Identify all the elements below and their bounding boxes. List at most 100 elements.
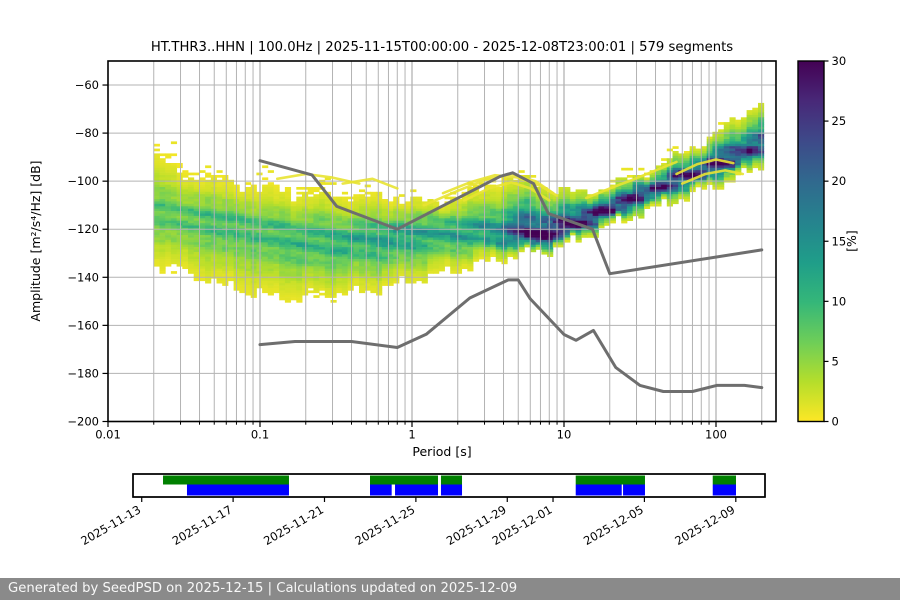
psd-cell	[387, 211, 394, 214]
psd-cell	[245, 237, 252, 241]
psd-cell	[341, 290, 349, 294]
psd-cell	[199, 189, 206, 193]
psd-cell	[558, 208, 565, 212]
psd-cell	[205, 165, 212, 169]
psd-cell	[330, 251, 337, 255]
psd-cell	[159, 182, 166, 185]
psd-cell	[216, 235, 223, 238]
psd-cell	[267, 170, 274, 173]
psd-cell	[632, 206, 639, 209]
psd-cell	[165, 218, 172, 221]
psd-cell	[182, 213, 189, 217]
psd-cell	[153, 199, 160, 202]
psd-cell	[467, 254, 474, 257]
psd-cell	[381, 266, 388, 269]
psd-cell	[450, 208, 457, 212]
psd-cell	[227, 242, 235, 245]
psd-cell	[438, 230, 445, 233]
psd-cell	[216, 266, 223, 269]
psd-cell	[302, 242, 309, 245]
psd-cell	[188, 268, 195, 272]
psd-cell	[575, 201, 582, 205]
psd-cell	[501, 259, 508, 262]
psd-cell	[467, 242, 474, 245]
psd-cell	[205, 263, 212, 267]
psd-cell	[296, 213, 303, 217]
psd-cell	[359, 280, 366, 284]
psd-cell	[193, 225, 200, 229]
psd-cell	[165, 196, 172, 200]
psd-cell	[324, 273, 331, 277]
psd-cell	[752, 107, 759, 111]
psd-cell	[609, 220, 616, 224]
psd-cell	[330, 182, 337, 185]
psd-cell	[455, 235, 463, 238]
psd-cell	[370, 273, 377, 277]
psd-cell	[461, 235, 468, 238]
psd-cell	[290, 239, 297, 243]
psd-cell	[170, 196, 178, 200]
psd-cell	[267, 196, 274, 200]
psd-cell	[495, 232, 502, 236]
psd-cell	[245, 247, 252, 250]
psd-cell	[552, 235, 559, 238]
psd-cell	[473, 218, 480, 221]
psd-cell	[592, 199, 599, 202]
psd-cell	[165, 263, 172, 267]
psd-cell	[330, 206, 337, 209]
psd-cell	[159, 254, 166, 257]
psd-cell	[273, 218, 280, 221]
psd-cell	[387, 261, 394, 265]
psd-cell	[227, 235, 235, 238]
availability-green-segment	[163, 475, 289, 485]
psd-cell	[444, 256, 451, 260]
psd-cell	[262, 223, 269, 226]
psd-cell	[359, 220, 366, 224]
psd-cell	[302, 218, 309, 221]
psd-cell	[296, 232, 303, 236]
colorbar-tick-label: 15	[832, 234, 847, 248]
psd-cell	[541, 239, 548, 243]
psd-cell	[444, 225, 451, 229]
psd-cell	[296, 285, 303, 289]
psd-cell	[250, 263, 257, 267]
psd-cell	[245, 268, 252, 272]
psd-cell	[752, 146, 759, 149]
psd-cell	[290, 263, 297, 267]
psd-cell	[188, 213, 195, 217]
psd-cell	[427, 237, 434, 241]
psd-cell	[239, 220, 246, 224]
psd-cell	[490, 206, 497, 209]
psd-cell	[381, 254, 388, 257]
psd-cell	[490, 239, 497, 243]
psd-cell	[541, 230, 548, 233]
psd-cell	[159, 247, 166, 250]
psd-cell	[176, 235, 183, 238]
psd-cell	[324, 254, 331, 257]
psd-cell	[547, 242, 554, 245]
psd-cell	[376, 232, 383, 236]
psd-cell	[398, 235, 406, 238]
psd-cell	[427, 254, 434, 257]
psd-cell	[581, 203, 588, 207]
psd-cell	[284, 244, 292, 248]
psd-cell	[723, 153, 730, 157]
psd-cell	[302, 199, 309, 202]
psd-cell	[216, 191, 223, 195]
psd-cell	[330, 220, 337, 224]
psd-cell	[330, 288, 337, 291]
psd-cell	[740, 158, 748, 161]
psd-cell	[290, 213, 297, 217]
psd-cell	[621, 189, 628, 193]
psd-cell	[427, 259, 434, 262]
psd-cell	[661, 158, 668, 161]
psd-cell	[239, 191, 246, 195]
psd-cell	[279, 242, 286, 245]
psd-cell	[507, 208, 514, 212]
psd-cell	[170, 170, 178, 173]
psd-cell	[170, 206, 178, 209]
psd-cell	[592, 208, 599, 212]
psd-cell	[541, 235, 548, 238]
psd-cell	[398, 194, 406, 197]
